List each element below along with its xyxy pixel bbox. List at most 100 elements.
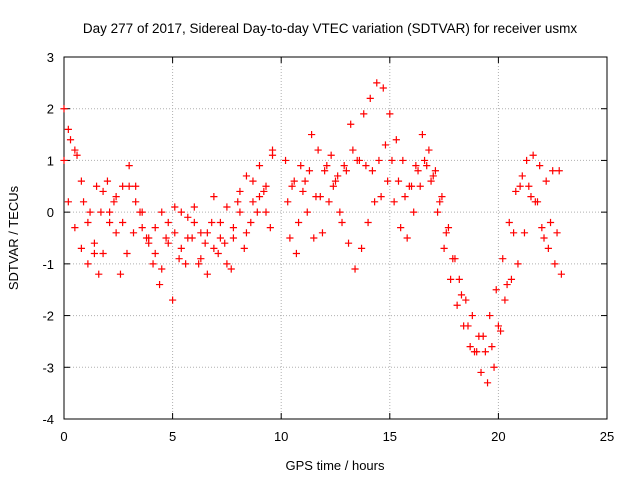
data-point: [283, 157, 289, 163]
data-point: [152, 225, 158, 231]
data-point: [159, 266, 165, 272]
data-point: [263, 209, 269, 215]
data-point: [393, 137, 399, 143]
sdtvar-chart: Day 277 of 2017, Sidereal Day-to-day VTE…: [0, 0, 640, 480]
series-1: [61, 106, 276, 277]
data-point: [224, 204, 230, 210]
y-tick-label: -3: [42, 360, 54, 375]
data-point: [287, 235, 293, 241]
data-point: [159, 209, 165, 215]
data-point: [491, 364, 497, 370]
data-point: [309, 132, 315, 138]
data-point: [139, 225, 145, 231]
data-point: [61, 157, 67, 163]
y-tick-label: 3: [47, 50, 54, 65]
data-point: [435, 209, 441, 215]
data-point: [548, 219, 554, 225]
data-point: [178, 209, 184, 215]
data-point: [517, 183, 523, 189]
data-point: [224, 261, 230, 267]
data-point: [513, 188, 519, 194]
data-point: [519, 173, 525, 179]
data-point: [68, 137, 74, 143]
data-point: [178, 245, 184, 251]
data-point: [448, 276, 454, 282]
data-point: [302, 178, 308, 184]
data-point: [348, 121, 354, 127]
data-point: [545, 245, 551, 251]
data-point: [133, 183, 139, 189]
data-point: [337, 209, 343, 215]
data-point: [81, 199, 87, 205]
data-point: [328, 152, 334, 158]
data-point: [300, 188, 306, 194]
data-point: [454, 302, 460, 308]
data-point: [374, 80, 380, 86]
data-point: [521, 230, 527, 236]
data-point: [191, 204, 197, 210]
data-point: [524, 157, 530, 163]
data-point: [515, 261, 521, 267]
data-point: [152, 251, 158, 257]
data-point: [185, 214, 191, 220]
data-point: [306, 168, 312, 174]
data-point: [558, 271, 564, 277]
data-point: [211, 245, 217, 251]
y-tick-label: 2: [47, 102, 54, 117]
data-point: [191, 219, 197, 225]
y-tick-label: -2: [42, 309, 54, 324]
data-point: [378, 194, 384, 200]
data-point: [243, 230, 249, 236]
data-point: [176, 256, 182, 262]
data-point: [96, 271, 102, 277]
data-point: [126, 163, 132, 169]
data-point: [539, 225, 545, 231]
data-point: [398, 225, 404, 231]
x-tick-label: 5: [169, 429, 176, 444]
x-tick-label: 0: [60, 429, 67, 444]
data-point: [98, 209, 104, 215]
data-point: [241, 245, 247, 251]
data-point: [482, 349, 488, 355]
data-point: [104, 178, 110, 184]
series-5: [285, 142, 565, 355]
data-point: [528, 194, 534, 200]
data-point: [541, 235, 547, 241]
data-point: [256, 194, 262, 200]
data-point: [419, 132, 425, 138]
data-point: [243, 173, 249, 179]
data-point: [461, 323, 467, 329]
series-3: [65, 178, 273, 303]
data-point: [417, 183, 423, 189]
data-point: [363, 163, 369, 169]
data-point: [504, 282, 510, 288]
data-point: [217, 235, 223, 241]
data-point: [467, 344, 473, 350]
data-point: [319, 230, 325, 236]
data-point: [487, 313, 493, 319]
data-point: [107, 219, 113, 225]
data-point: [209, 219, 215, 225]
data-point: [133, 199, 139, 205]
data-point: [400, 157, 406, 163]
data-point: [126, 183, 132, 189]
data-point: [543, 178, 549, 184]
data-point: [556, 168, 562, 174]
data-point: [170, 297, 176, 303]
data-point: [165, 219, 171, 225]
data-point: [326, 199, 332, 205]
data-point: [61, 106, 67, 112]
data-point: [254, 209, 260, 215]
data-point: [411, 209, 417, 215]
data-point: [311, 235, 317, 241]
data-point: [402, 194, 408, 200]
y-tick-label: -4: [42, 412, 54, 427]
data-point: [537, 163, 543, 169]
data-point: [404, 235, 410, 241]
data-point: [552, 261, 558, 267]
x-tick-label: 25: [600, 429, 614, 444]
data-point: [372, 199, 378, 205]
data-point: [87, 209, 93, 215]
data-point: [458, 292, 464, 298]
data-point: [85, 261, 91, 267]
